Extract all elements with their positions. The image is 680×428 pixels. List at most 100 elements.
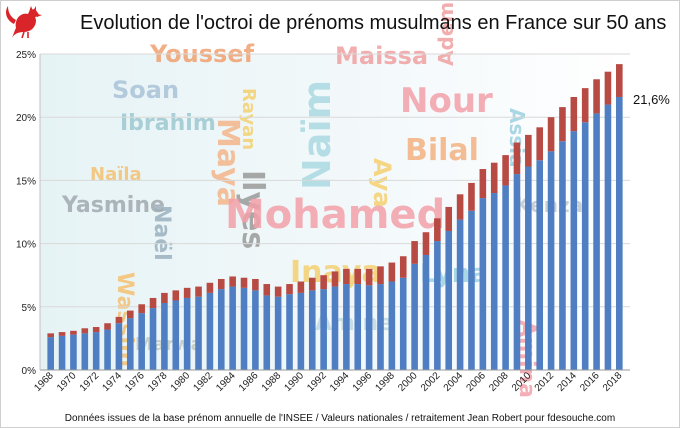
- bar-segment-red: [559, 107, 566, 142]
- bar-segment-red: [138, 304, 145, 314]
- bar-segment-blue: [593, 113, 600, 371]
- bar-segment-red: [377, 266, 384, 285]
- bar-segment-red: [593, 79, 600, 114]
- bar-segment-blue: [616, 96, 623, 370]
- bar-segment-red: [388, 262, 396, 282]
- bar-segment-red: [502, 155, 509, 186]
- bar-segment-blue: [308, 290, 316, 370]
- bar-segment-red: [104, 323, 111, 330]
- bar-segment-blue: [536, 160, 544, 370]
- bar-segment-red: [570, 96, 578, 132]
- x-tick-label: 1986: [237, 370, 261, 394]
- bar-segment-blue: [604, 104, 612, 370]
- bar-segment-red: [195, 286, 202, 297]
- bar-segment-red: [468, 182, 475, 211]
- x-tick-label: 1970: [55, 370, 79, 394]
- bar-segment-red: [604, 71, 612, 105]
- bar-segment-red: [513, 142, 521, 175]
- background-name-maya: Maya: [210, 118, 245, 207]
- bar-segment-blue: [479, 198, 487, 370]
- background-name-adem: Adem: [434, 2, 458, 66]
- chart-title: Evolution de l'octroi de prénoms musulma…: [80, 12, 667, 34]
- bar-segment-red: [411, 241, 418, 264]
- bar-segment-blue: [354, 284, 362, 370]
- bar-segment-blue: [547, 151, 555, 370]
- bar-segment-blue: [263, 295, 271, 370]
- last-value-annotation: 21,6%: [633, 92, 670, 107]
- bar-segment-red: [581, 88, 589, 123]
- x-tick-label: 1972: [78, 370, 102, 394]
- bar-segment-blue: [161, 303, 168, 370]
- background-name-yasmine: Yasmine: [61, 193, 165, 218]
- bar-segment-red: [92, 327, 100, 333]
- x-tick-label: 2018: [601, 370, 625, 394]
- background-name-bilal: Bilal: [405, 133, 479, 168]
- bar-segment-blue: [195, 296, 202, 370]
- x-tick-label: 1988: [260, 370, 284, 394]
- bar-segment-red: [308, 277, 316, 291]
- bar-segment-red: [217, 278, 225, 290]
- x-tick-label: 2016: [578, 370, 602, 394]
- bar-segment-blue: [240, 287, 248, 370]
- bar-segment-blue: [570, 131, 578, 370]
- bar-segment-red: [172, 290, 180, 301]
- background-name-soan: Soan: [112, 76, 179, 104]
- rooster-icon: [6, 6, 42, 39]
- bar-segment-blue: [47, 337, 54, 370]
- background-name-ibrahim: Ibrahim: [120, 111, 216, 136]
- background-name-nour: Nour: [400, 81, 493, 121]
- background-name-naël: Naël: [149, 205, 174, 261]
- x-tick-label: 1974: [101, 370, 125, 394]
- bar-segment-red: [547, 117, 555, 152]
- bar-segment-blue: [172, 300, 180, 370]
- bar-segment-blue: [138, 313, 145, 370]
- bar-segment-blue: [126, 318, 134, 370]
- bar-segment-red: [422, 232, 430, 255]
- bar-segment-red: [354, 268, 362, 285]
- bar-segment-red: [445, 206, 453, 231]
- x-tick-label: 1976: [123, 370, 147, 394]
- bar-segment-blue: [81, 333, 89, 370]
- background-name-marwa: Marwa: [135, 334, 203, 355]
- bar-segment-red: [81, 328, 89, 334]
- background-name-ilyes: Ilyes: [235, 170, 270, 249]
- bar-segment-red: [479, 169, 487, 199]
- bar-segment-blue: [229, 286, 236, 370]
- bar-segment-red: [263, 284, 271, 296]
- bar-segment-blue: [286, 294, 293, 370]
- x-tick-label: 2014: [555, 370, 579, 394]
- bar-segment-blue: [559, 141, 566, 370]
- x-tick-label: 2002: [419, 370, 443, 394]
- bar-segment-blue: [456, 219, 464, 370]
- chart-footer-source: Données issues de la base prénom annuell…: [64, 413, 616, 424]
- bar-segment-blue: [343, 284, 350, 370]
- bar-segment-blue: [490, 193, 498, 370]
- bar-segment-red: [206, 282, 214, 293]
- background-name-aya: Aya: [368, 158, 396, 208]
- bar-segment-red: [320, 275, 327, 290]
- bar-segment-red: [58, 332, 66, 336]
- bar-segment-red: [115, 316, 123, 324]
- bar-segment-red: [229, 276, 236, 287]
- y-tick-label: 15%: [16, 176, 36, 187]
- background-name-mohamed: Mohamed: [225, 192, 445, 238]
- bar-segment-red: [252, 278, 259, 291]
- bar-segment-blue: [92, 332, 100, 370]
- bar-segment-red: [70, 330, 77, 335]
- bar-segment-red: [297, 281, 305, 293]
- y-tick-label: 5%: [22, 303, 37, 314]
- bar-segment-red: [399, 256, 407, 278]
- x-tick-label: 2004: [442, 370, 466, 394]
- bar-segment-red: [126, 310, 134, 319]
- x-tick-label: 1998: [373, 370, 397, 394]
- x-tick-label: 1984: [214, 370, 238, 394]
- bar-segment-blue: [525, 166, 532, 370]
- y-tick-label: 25%: [16, 50, 36, 61]
- bar-segment-red: [434, 218, 441, 242]
- bar-segment-red: [183, 287, 191, 298]
- bar-segment-blue: [217, 289, 225, 370]
- background-name-lyna: Lyna: [420, 259, 488, 289]
- bar-segment-blue: [445, 230, 453, 370]
- bar-segment-blue: [331, 286, 339, 370]
